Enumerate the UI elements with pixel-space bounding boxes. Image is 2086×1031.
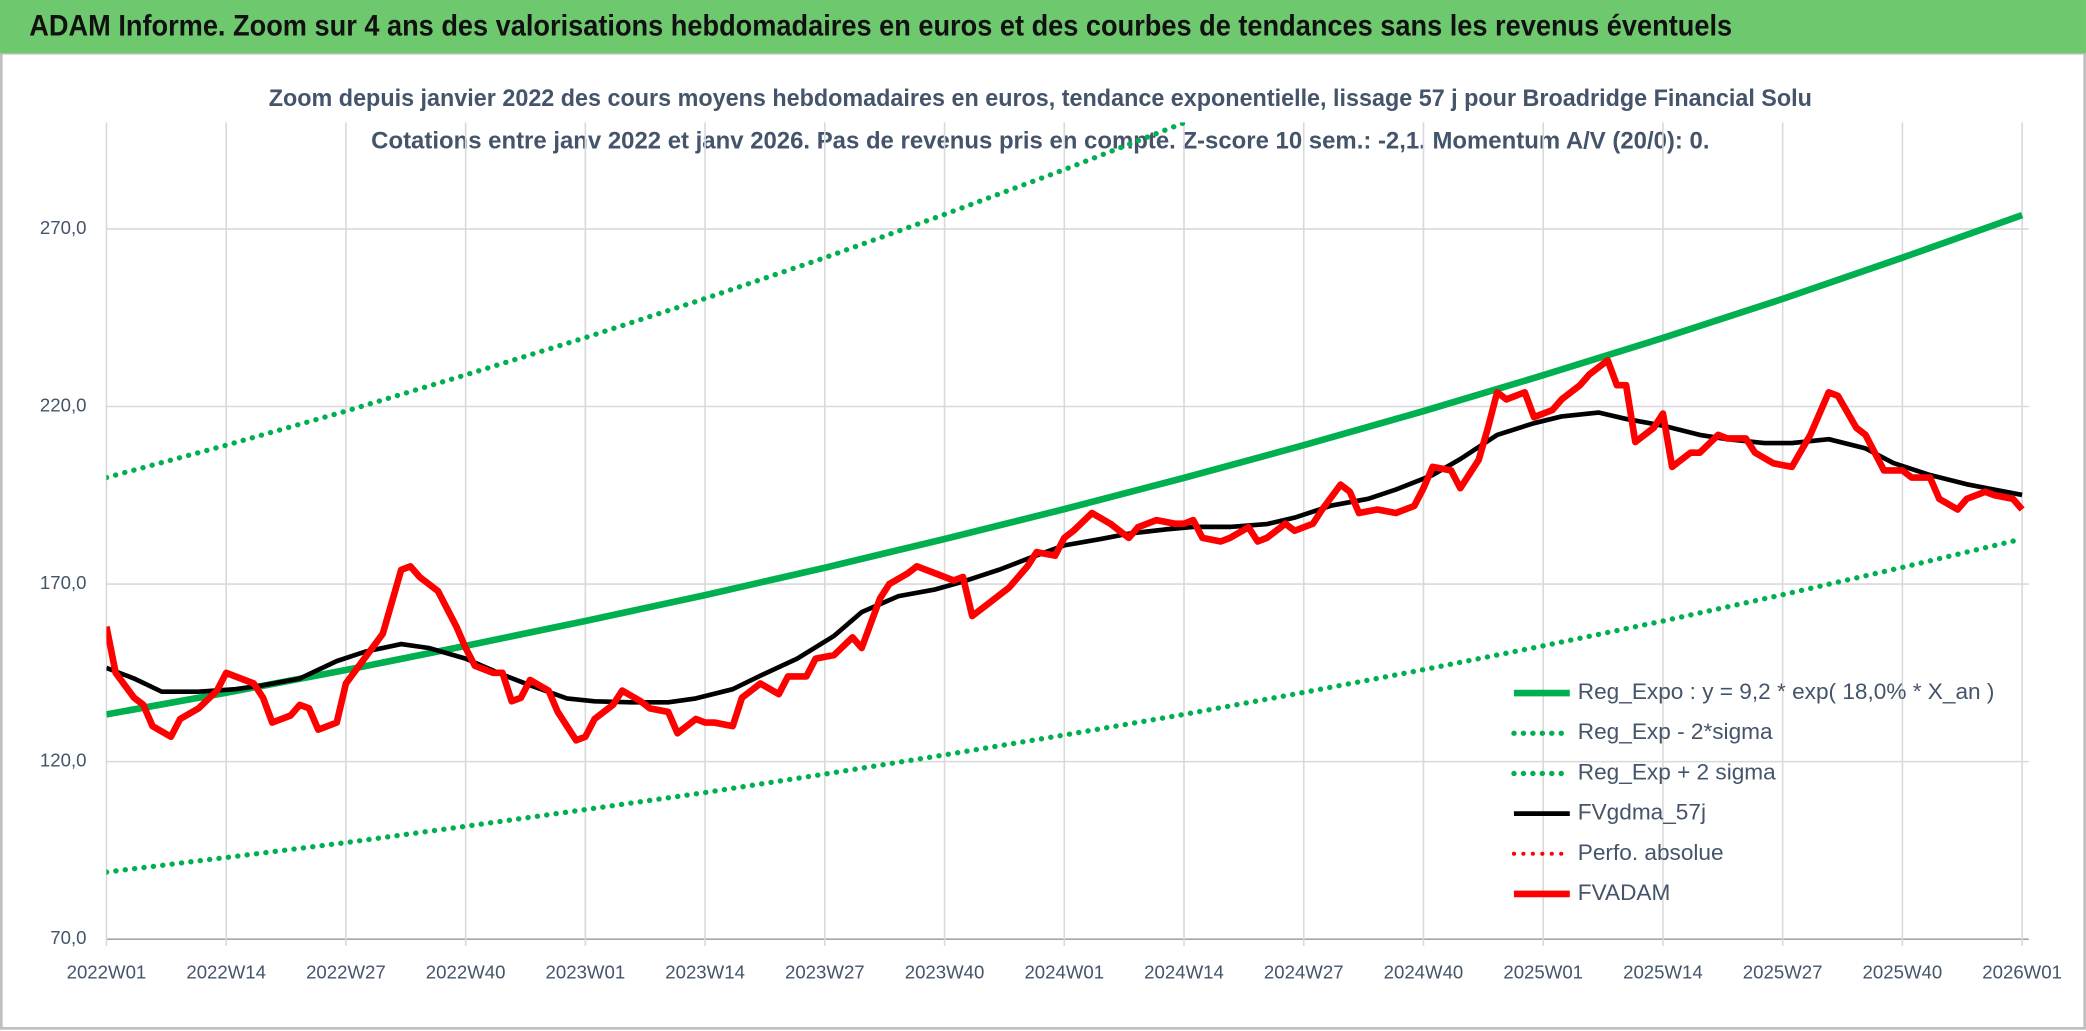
x-tick-label: 2022W40 [426, 962, 506, 983]
x-tick-label: 2023W27 [785, 962, 865, 983]
x-tick-label: 2024W27 [1264, 962, 1344, 983]
legend: Reg_Expo : y = 9,2 * exp( 18,0% * X_an )… [1511, 679, 1995, 905]
x-tick-label: 2022W14 [186, 962, 266, 983]
chart-subtitle: Zoom depuis janvier 2022 des cours moyen… [269, 85, 1812, 112]
series-line [106, 122, 1192, 481]
x-tick-label: 2023W40 [905, 962, 985, 983]
legend-label: FVADAM [1578, 880, 1671, 905]
x-tick-label: 2022W27 [306, 962, 386, 983]
y-tick-label: 270,0 [40, 217, 87, 238]
legend-label: FVgdma_57j [1578, 800, 1706, 825]
x-tick-label: 2023W14 [665, 962, 745, 983]
x-tick-label: 2023W01 [546, 962, 626, 983]
legend-label: Perfo. absolue [1578, 840, 1724, 865]
header-title: ADAM Informe. Zoom sur 4 ans des valoris… [29, 11, 1732, 43]
x-tick-label: 2022W01 [67, 962, 147, 983]
chart-subtitle: Cotations entre janv 2022 et janv 2026. … [371, 128, 1709, 155]
x-tick-label: 2025W01 [1503, 962, 1583, 983]
series-line [106, 410, 2023, 705]
series-line [106, 211, 2024, 718]
legend-label: Reg_Exp - 2*sigma [1578, 719, 1773, 744]
y-tick-label: 120,0 [40, 750, 87, 771]
series-line [106, 357, 2025, 744]
x-tick-label: 2025W40 [1863, 962, 1943, 983]
grid: 70,0 120,0 170,0 220,0 270,0 2022W01 2022W14 20… [40, 122, 2062, 983]
y-tick-label: 170,0 [40, 572, 87, 593]
legend-label: Reg_Expo : y = 9,2 * exp( 18,0% * X_an ) [1578, 679, 1995, 704]
x-tick-label: 2024W40 [1384, 962, 1464, 983]
y-tick-label: 70,0 [50, 927, 86, 948]
series-line [106, 536, 2025, 875]
plot-area [106, 122, 2025, 875]
x-tick-label: 2026W01 [1982, 962, 2062, 983]
legend-label: Reg_Exp + 2 sigma [1578, 759, 1776, 784]
x-tick-label: 2025W14 [1623, 962, 1703, 983]
x-tick-label: 2025W27 [1743, 962, 1823, 983]
x-tick-label: 2024W14 [1144, 962, 1224, 983]
header-bar [0, 0, 2086, 54]
x-tick-label: 2024W01 [1024, 962, 1104, 983]
y-tick-label: 220,0 [40, 394, 87, 415]
